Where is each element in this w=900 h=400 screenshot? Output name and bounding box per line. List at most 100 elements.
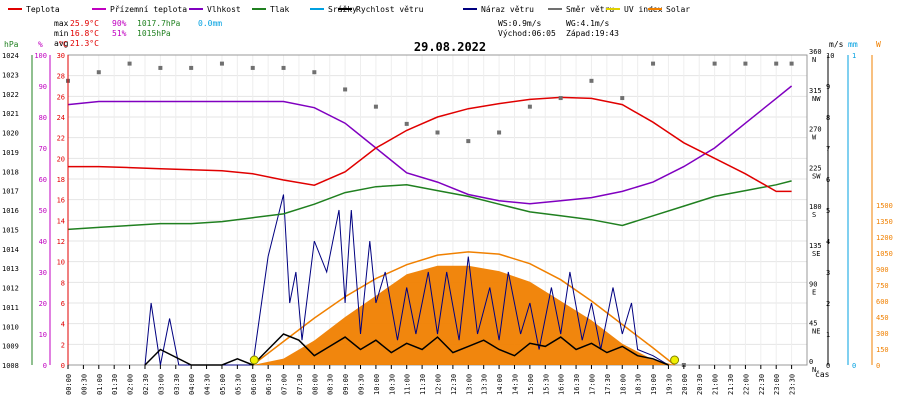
tick-label-direction: 45 xyxy=(809,319,817,327)
stat-min-press: 1015hPa xyxy=(137,29,171,38)
tick-label-time: 14:00 xyxy=(496,374,504,395)
stat-min-label: min xyxy=(54,29,69,38)
tick-label-time: 16:30 xyxy=(573,374,581,395)
stat-max-press: 1017.7hPa xyxy=(137,19,181,28)
tick-label-direction-compass: S xyxy=(812,211,816,219)
wind-direction-point xyxy=(466,139,471,144)
tick-label-time: 20:00 xyxy=(681,374,689,395)
stat-sunset: Západ:19:43 xyxy=(566,29,619,38)
tick-label-time: 06:30 xyxy=(265,374,273,395)
tick-label-direction-compass: W xyxy=(812,134,817,142)
tick-label-hpa: 1023 xyxy=(2,71,19,79)
tick-label-direction: 135 xyxy=(809,242,822,250)
tick-label-ms: 2 xyxy=(826,300,830,308)
tick-label-time: 15:00 xyxy=(527,374,535,395)
wind-direction-point xyxy=(651,61,656,66)
axis-unit-celsius: °C xyxy=(58,40,68,49)
legend-label: Tlak xyxy=(270,5,289,14)
tick-label-hpa: 1012 xyxy=(2,285,19,293)
tick-label-direction-compass: N xyxy=(812,56,816,64)
tick-label-celsius: 6 xyxy=(61,300,65,308)
tick-label-ms: 10 xyxy=(826,52,834,60)
legend-label: Náraz větru xyxy=(481,5,534,14)
stat-wg: WG:4.1m/s xyxy=(566,19,610,28)
wind-direction-point xyxy=(497,130,502,135)
tick-label-time: 02:30 xyxy=(142,374,150,395)
tick-label-time: 09:00 xyxy=(342,374,350,395)
legend-label: Teplota xyxy=(26,5,60,14)
chart-title: 29.08.2022 xyxy=(414,40,486,54)
tick-label-time: 10:30 xyxy=(388,374,396,395)
legend-label: Směr větru xyxy=(566,5,614,14)
tick-label-celsius: 10 xyxy=(57,259,65,267)
tick-label-percent: 70 xyxy=(39,145,47,153)
legend-label: Vlhkost xyxy=(207,5,241,14)
tick-label-watt: 1200 xyxy=(876,234,893,242)
legend-label: Rychlost větru xyxy=(356,5,424,14)
tick-label-hpa: 1016 xyxy=(2,207,19,215)
tick-label-time: 19:30 xyxy=(665,374,673,395)
tick-label-time: 13:30 xyxy=(481,374,489,395)
axis-unit-percent: % xyxy=(38,40,43,49)
wind-direction-point xyxy=(127,61,132,66)
tick-label-hpa: 1011 xyxy=(2,304,19,312)
wind-direction-point xyxy=(712,61,717,66)
tick-label-time: 15:30 xyxy=(542,374,550,395)
solar-max-line xyxy=(252,251,676,366)
tick-label-percent: 100 xyxy=(34,52,47,60)
tick-label-hpa: 1013 xyxy=(2,265,19,273)
wind-direction-point xyxy=(158,65,163,70)
wind-direction-point xyxy=(250,65,255,70)
tick-label-watt: 1350 xyxy=(876,218,893,226)
tick-label-time: 21:00 xyxy=(712,374,720,395)
solar-series xyxy=(252,251,676,366)
tick-label-time: 01:00 xyxy=(96,374,104,395)
tick-label-celsius: 22 xyxy=(57,135,65,143)
tick-label-percent: 80 xyxy=(39,114,47,122)
tick-label-watt: 150 xyxy=(876,346,889,354)
wind-direction-point xyxy=(343,87,348,92)
solar-area xyxy=(252,265,675,365)
legend-label: Přízemní teplota xyxy=(110,5,187,14)
wind-direction-point xyxy=(743,61,748,66)
tick-label-time: 07:00 xyxy=(281,374,289,395)
wind-direction-point xyxy=(620,96,625,101)
wind-direction-point xyxy=(558,96,563,101)
tick-label-time: 22:30 xyxy=(758,374,766,395)
tick-label-time: 23:30 xyxy=(789,374,797,395)
tick-label-percent: 0 xyxy=(43,362,47,370)
tick-label-time: 21:30 xyxy=(727,374,735,395)
stat-avg-temp: 21.3°C xyxy=(70,39,99,48)
axis-unit-watt: W xyxy=(876,40,881,49)
tick-label-time: 00:30 xyxy=(80,374,88,395)
tick-label-direction: 0 xyxy=(809,358,813,366)
tick-label-time: 17:00 xyxy=(588,374,596,395)
axis-unit-time: čas xyxy=(815,369,830,379)
tick-label-hpa: 1022 xyxy=(2,91,19,99)
tick-label-watt: 0 xyxy=(876,362,880,370)
tick-label-watt: 300 xyxy=(876,330,889,338)
tick-label-hpa: 1019 xyxy=(2,149,19,157)
tick-label-direction-compass: NE xyxy=(812,327,820,335)
tick-label-time: 20:30 xyxy=(696,374,704,395)
tick-label-time: 01:30 xyxy=(111,374,119,395)
tick-label-time: 18:00 xyxy=(619,374,627,395)
tick-label-watt: 600 xyxy=(876,298,889,306)
tick-label-direction: 360 xyxy=(809,48,822,56)
axis-unit-hpa: hPa xyxy=(4,40,19,49)
tick-label-watt: 1050 xyxy=(876,250,893,258)
wind-direction-point xyxy=(96,70,101,75)
wind-direction-point xyxy=(527,104,532,109)
tick-label-watt: 900 xyxy=(876,266,889,274)
tick-label-ms: 4 xyxy=(826,238,830,246)
tick-label-time: 05:00 xyxy=(219,374,227,395)
tick-label-time: 12:30 xyxy=(450,374,458,395)
tick-label-direction: 180 xyxy=(809,203,822,211)
pressure-line xyxy=(67,180,792,231)
tick-label-celsius: 20 xyxy=(57,155,65,163)
tick-label-ms: 0 xyxy=(826,362,830,370)
tick-label-direction-compass: SE xyxy=(812,250,820,258)
tick-label-direction: 315 xyxy=(809,87,822,95)
